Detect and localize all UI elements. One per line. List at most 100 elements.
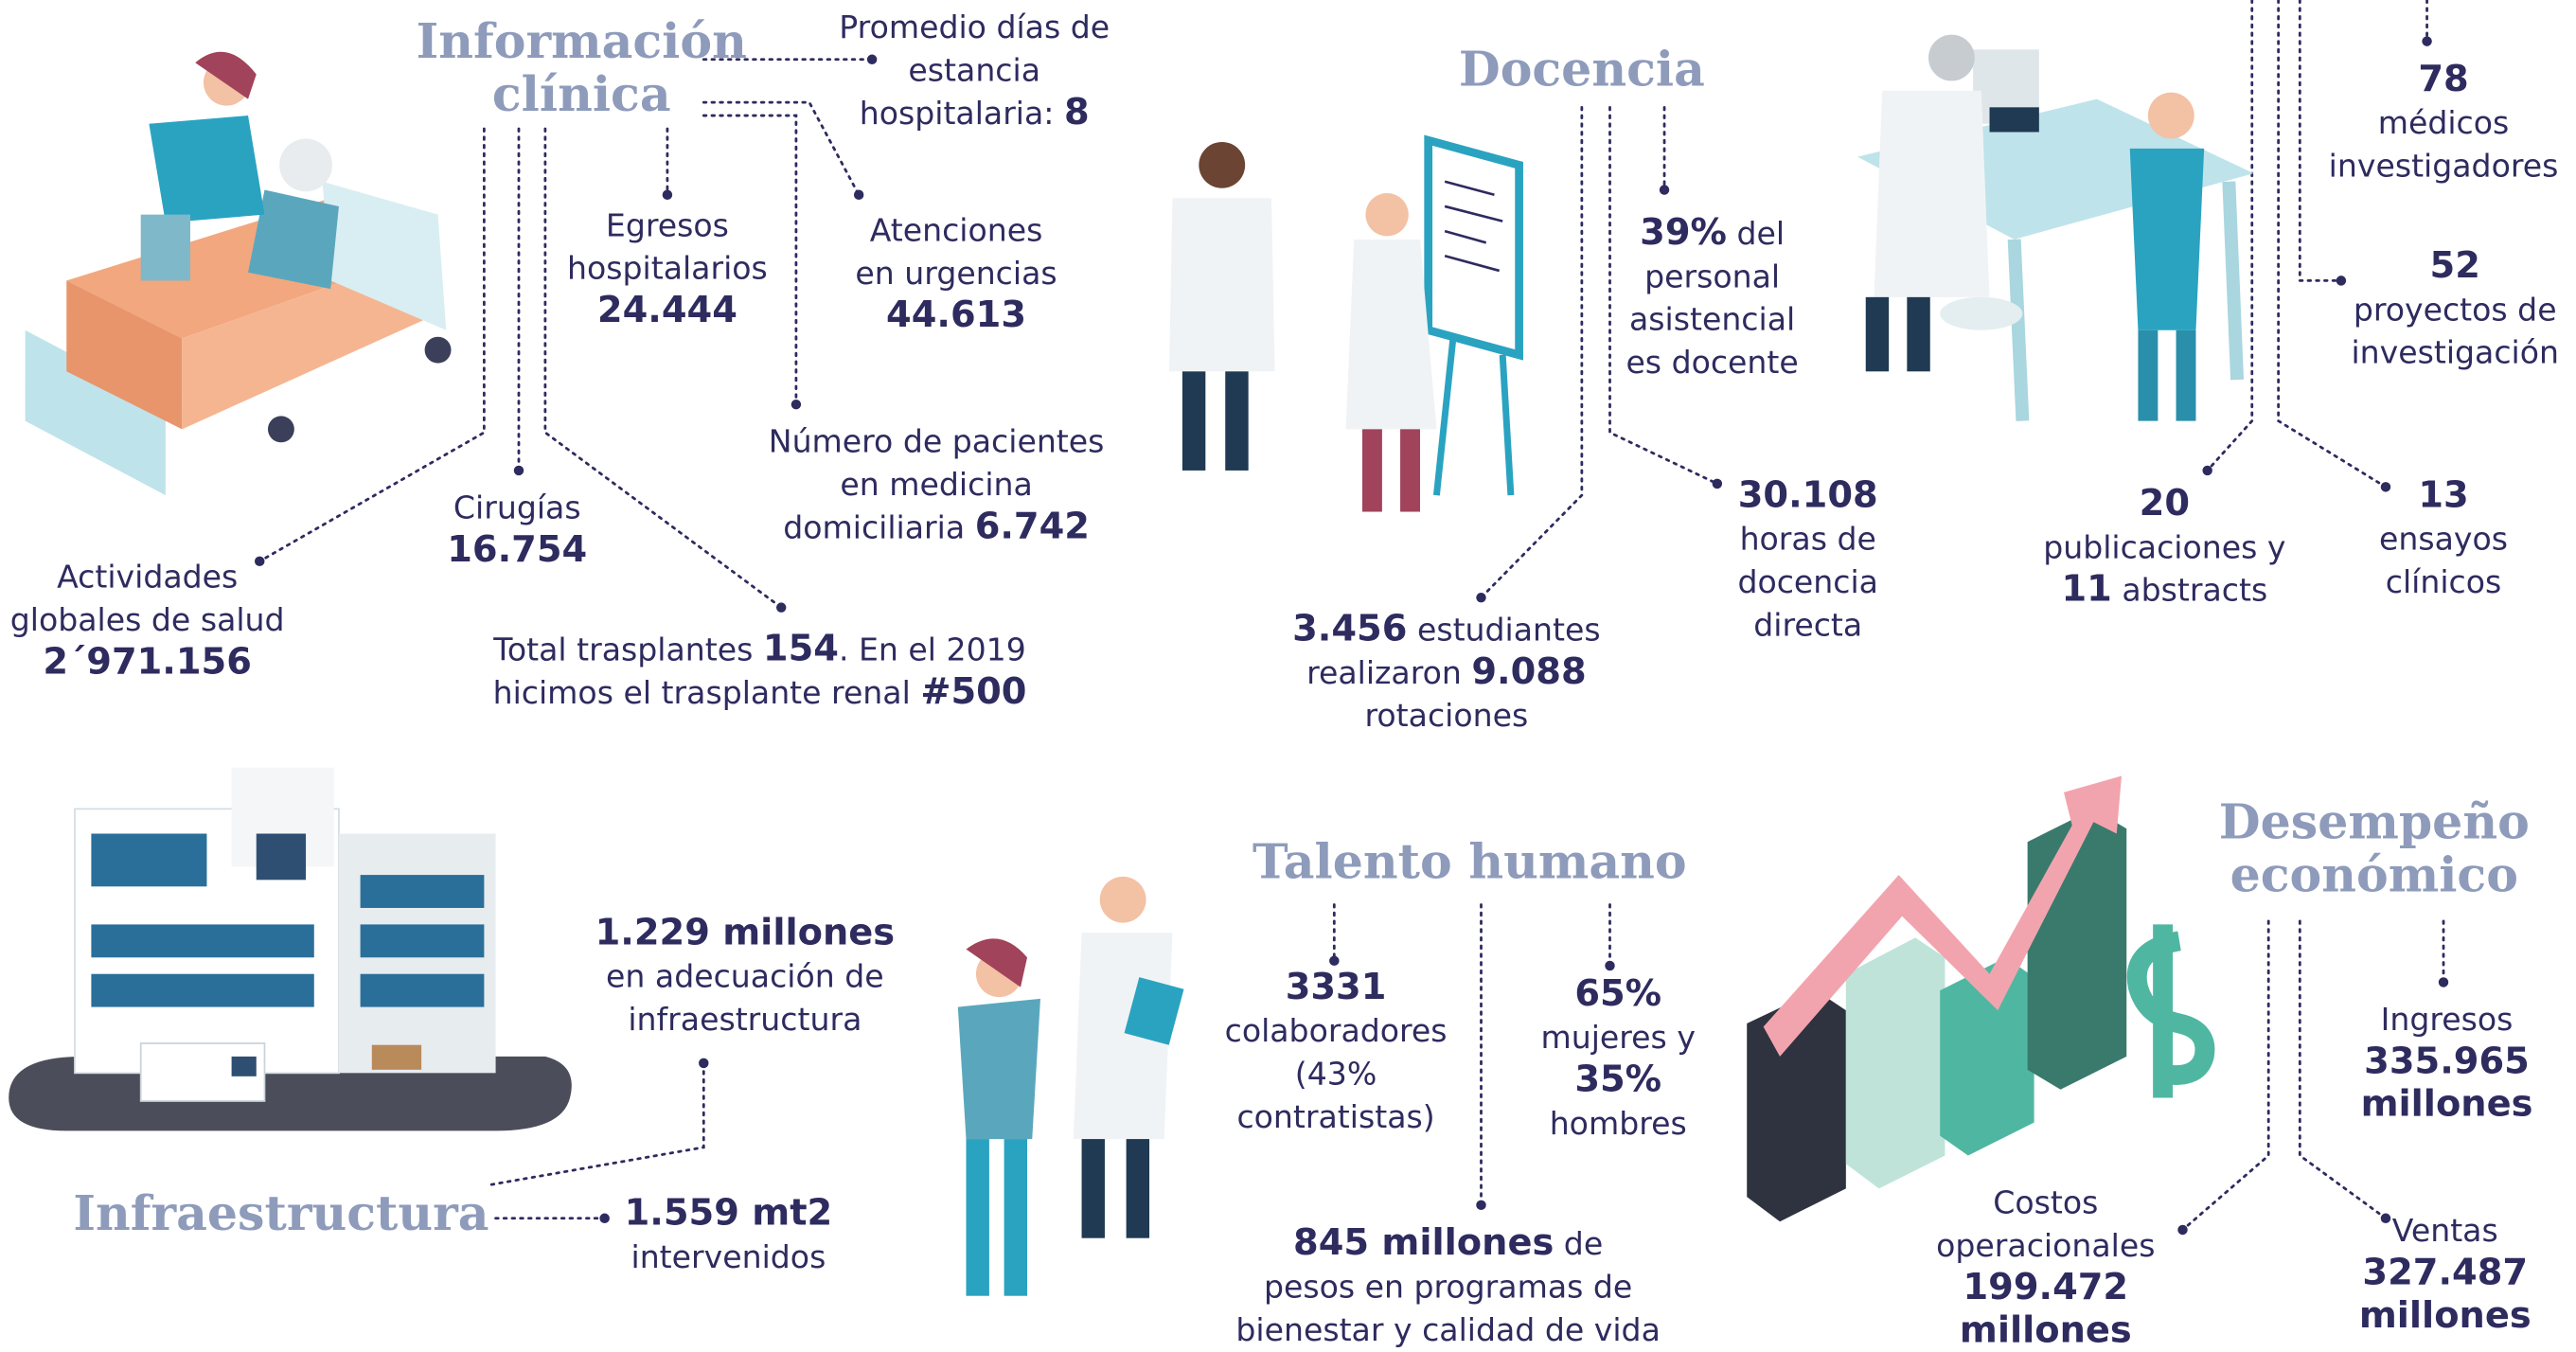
stat-line: 845 millones de	[1293, 1221, 1603, 1264]
stat-text: asistencial	[1629, 301, 1795, 338]
stat-line: rotaciones	[1365, 697, 1529, 734]
stat-text: hicimos el trasplante renal	[493, 674, 921, 711]
stat-value: 154	[763, 627, 839, 669]
stat-line: bienestar y calidad de vida	[1235, 1311, 1660, 1348]
stat-line: 24.444	[597, 289, 737, 331]
stat-line: 1.559 mt2	[625, 1192, 833, 1235]
stat-line: Costos	[1993, 1184, 2098, 1221]
stat-line: docencia	[1737, 563, 1878, 600]
stat-line: domiciliaria 6.742	[783, 505, 1090, 547]
stat-value: 3331	[1286, 966, 1387, 1008]
stat-line: hospitalaria: 8	[860, 91, 1090, 133]
stat-line: 199.472	[1963, 1266, 2128, 1308]
stat-text: Costos	[1993, 1184, 2098, 1221]
stat-line: en adecuación de	[606, 958, 884, 995]
stat-value: 20	[2140, 482, 2190, 525]
stat-value: 8	[1064, 91, 1090, 133]
stat-line: 39% del	[1640, 211, 1785, 254]
stat-text: en adecuación de	[606, 958, 884, 995]
stat-line: Atenciones	[870, 212, 1043, 249]
stat-text: docencia	[1737, 563, 1878, 600]
stat-text: Egresos	[606, 206, 729, 243]
stat-value: millones	[1960, 1309, 2132, 1352]
stat-line: 44.613	[886, 294, 1026, 336]
stat-text: publicaciones y	[2043, 528, 2285, 565]
stat-line: 2´971.156	[43, 640, 252, 683]
stat-line: colaboradores	[1225, 1012, 1448, 1049]
stat-text: (43%	[1295, 1056, 1377, 1093]
stat-line: Ingresos	[2381, 1001, 2514, 1038]
stat-text: Total trasplantes	[492, 631, 763, 667]
stat-line: 16.754	[447, 528, 587, 571]
stat-line: directa	[1753, 606, 1862, 643]
stat-value: 78	[2418, 58, 2468, 100]
section-title: Desempeño	[2219, 794, 2530, 850]
stat-text: estudiantes	[1407, 612, 1600, 649]
stat-text: contratistas)	[1236, 1098, 1434, 1135]
stat-line: Ventas	[2392, 1212, 2498, 1249]
stat-line: publicaciones y	[2043, 528, 2285, 565]
stat-line: estancia	[908, 51, 1040, 88]
stat-line: médicos	[2378, 104, 2510, 141]
stat-value: millones	[2359, 1294, 2532, 1337]
stat-text: abstracts	[2112, 572, 2267, 609]
stat-line: 35%	[1574, 1058, 1661, 1101]
stat-text: clínicos	[2386, 563, 2502, 600]
stat-text: hombres	[1550, 1105, 1687, 1142]
stat-line: Promedio días de	[839, 9, 1110, 45]
stat-text: Atenciones	[870, 212, 1043, 249]
stat-text: Ingresos	[2381, 1001, 2514, 1038]
stat-value: 1.559 mt2	[625, 1192, 833, 1235]
stat-text: es docente	[1626, 344, 1798, 381]
stat-line: 3331	[1286, 966, 1387, 1008]
stat-text: hospitalaria:	[860, 95, 1064, 132]
stat-line: millones	[2361, 1083, 2533, 1126]
stat-line: 30.108	[1738, 473, 1878, 516]
stat-text: realizaron	[1306, 654, 1471, 691]
stat-text: Actividades	[57, 559, 238, 596]
stat-text: en medicina	[840, 466, 1032, 503]
stat-value: 9.088	[1471, 650, 1586, 693]
stat-line: contratistas)	[1236, 1098, 1434, 1135]
stat-value: 327.487	[2362, 1252, 2528, 1294]
stat-line: horas de	[1740, 521, 1876, 558]
stat-line: 3.456 estudiantes	[1292, 608, 1601, 650]
stat-text: personal	[1644, 258, 1780, 294]
stat-text: investigadores	[2329, 148, 2559, 185]
stat-line: millones	[1960, 1309, 2132, 1352]
stat-line: intervenidos	[631, 1238, 826, 1275]
stat-text: médicos	[2378, 104, 2510, 141]
stat-text: Cirugías	[453, 489, 581, 525]
stat-text: pesos en programas de	[1264, 1268, 1632, 1305]
stat-value: 11	[2061, 568, 2111, 611]
section-title: económico	[2230, 847, 2518, 903]
stat-value: 2´971.156	[43, 640, 252, 683]
stat-value: 39%	[1640, 211, 1727, 254]
stat-value: 1.229 millones	[595, 911, 896, 953]
stat-value: 845 millones	[1293, 1221, 1554, 1264]
section-title: clínica	[492, 66, 671, 122]
stat-value: 24.444	[597, 289, 737, 331]
stat-text: horas de	[1740, 521, 1876, 558]
stat-line: 335.965	[2364, 1040, 2530, 1082]
stat-line: Total trasplantes 154. En el 2019	[492, 627, 1026, 669]
illustration-bed	[26, 52, 452, 495]
stat-text: Ventas	[2392, 1212, 2498, 1249]
stat-value: 6.742	[975, 505, 1090, 547]
stat-line: 327.487	[2362, 1252, 2528, 1294]
stat-text: Promedio días de	[839, 9, 1110, 45]
stat-line: 52	[2430, 244, 2480, 287]
stat-line: infraestructura	[628, 1001, 862, 1038]
stat-line: 65%	[1574, 972, 1661, 1015]
stat-text: operacionales	[1936, 1227, 2155, 1264]
stat-line: 13	[2418, 473, 2468, 516]
stat-text: ensayos	[2379, 521, 2508, 558]
stat-text: bienestar y calidad de vida	[1235, 1311, 1660, 1348]
stat-line: clínicos	[2386, 563, 2502, 600]
stat-value: 35%	[1574, 1058, 1661, 1101]
stat-text: domiciliaria	[783, 508, 974, 545]
infographic: InformaciónclínicaDocenciaInfraestructur…	[0, 0, 2576, 1352]
section-title: Talento humano	[1252, 834, 1687, 890]
stat-line: 20	[2140, 482, 2190, 525]
stat-line: 11 abstracts	[2061, 568, 2267, 611]
